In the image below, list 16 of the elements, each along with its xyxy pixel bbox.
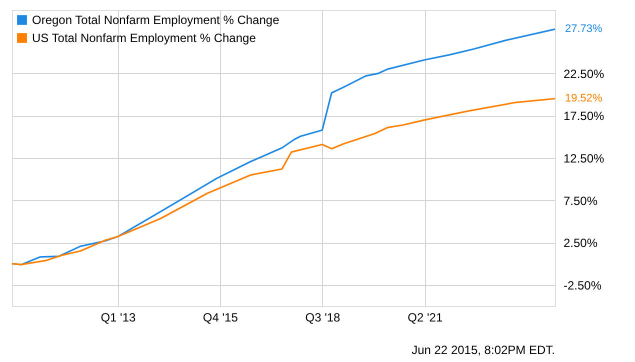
data-label: 27.73% [565, 23, 603, 36]
legend-label: US Total Nonfarm Employment % Change [32, 31, 256, 45]
x-tick-label: Q4 '15 [202, 310, 238, 324]
y-tick-label: 7.50% [564, 194, 598, 208]
y-tick-label: -2.50% [564, 278, 602, 292]
legend-label: Oregon Total Nonfarm Employment % Change [32, 13, 280, 27]
y-tick-label: 17.50% [564, 109, 605, 124]
y-tick-label: 12.50% [564, 152, 605, 166]
x-tick-label: Q2 '21 [408, 310, 443, 324]
y-tick-label: 22.50% [564, 66, 605, 81]
x-tick-label: Q1 '13 [100, 310, 136, 324]
x-tick-label: Q3 '18 [305, 310, 341, 324]
data-label: 19.52% [565, 92, 603, 105]
text: Jun 22 2015, 8:02PM EDT. [412, 343, 555, 357]
line-series [11, 98, 556, 266]
y-tick-label: 2.50% [564, 236, 598, 250]
